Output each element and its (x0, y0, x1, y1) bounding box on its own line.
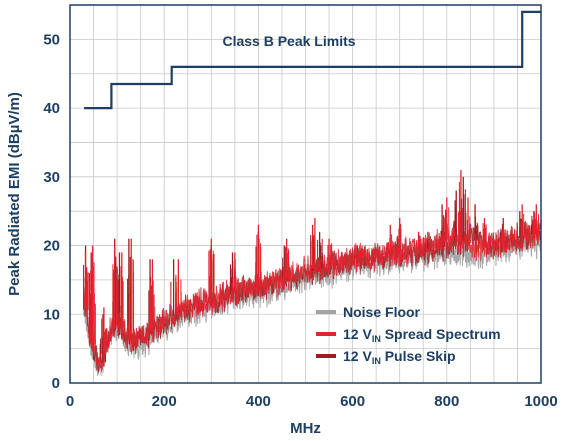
x-tick-label: 1000 (524, 393, 557, 410)
x-tick-label: 800 (434, 393, 459, 410)
legend-label-main: 12 V (343, 326, 372, 342)
x-tick-label: 600 (340, 393, 365, 410)
legend-label-main: 12 V (343, 348, 372, 364)
x-axis-title: MHz (290, 420, 321, 437)
limit-layer (84, 10, 541, 110)
legend-label-main: Noise Floor (343, 304, 421, 320)
legend-label-rest: Pulse Skip (381, 348, 456, 364)
y-tick-label: 0 (52, 375, 60, 392)
x-tick-label: 200 (152, 393, 177, 410)
y-tick-label: 50 (43, 31, 60, 48)
legend-label-subscript: IN (372, 334, 381, 344)
class-b-limit-annotation: Class B Peak Limits (222, 33, 355, 49)
class-b-limit-line (84, 10, 541, 110)
legend-label: Noise Floor (343, 304, 421, 320)
y-tick-label: 10 (43, 306, 60, 323)
legend-label-rest: Spread Spectrum (381, 326, 501, 342)
legend-label-subscript: IN (372, 356, 381, 366)
x-tick-label: 400 (246, 393, 271, 410)
tick-labels: 0 200 400 600 800 1000 0 10 20 30 40 50 (43, 31, 557, 410)
y-tick-label: 20 (43, 238, 60, 255)
plot-frame (69, 4, 542, 384)
x-tick-label: 0 (66, 393, 74, 410)
legend-label: 12 VIN Pulse Skip (343, 348, 456, 366)
series-layer (83, 169, 542, 377)
y-axis-title: Peak Radiated EMI (dBµV/m) (6, 92, 23, 296)
legend-label: 12 VIN Spread Spectrum (343, 326, 501, 344)
y-tick-label: 30 (43, 169, 60, 186)
y-tick-label: 40 (43, 100, 60, 117)
